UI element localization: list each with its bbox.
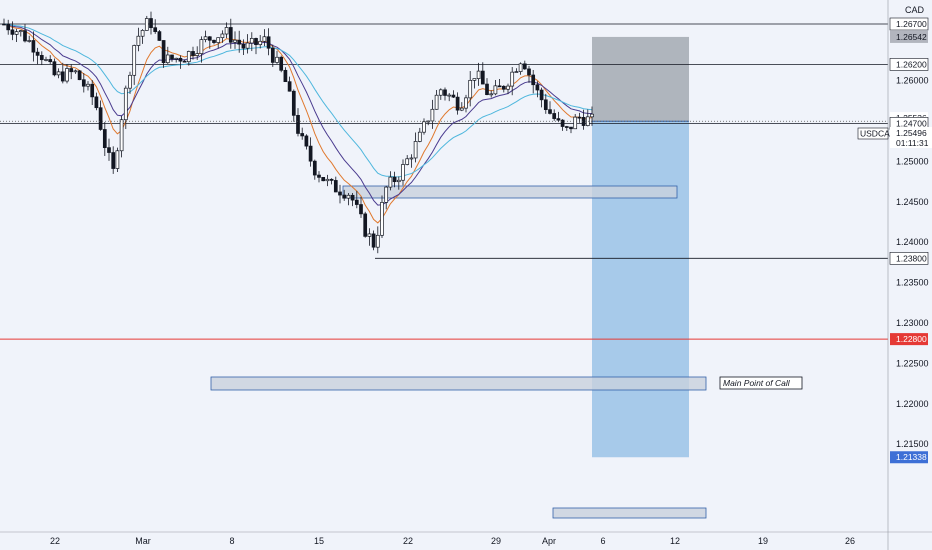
countdown-label: 01:11:31 [896, 138, 929, 148]
y-tick-4: 1.23500 [896, 278, 929, 288]
x-tick-8: 12 [670, 536, 680, 546]
level-tag-0: 1.26700 [889, 17, 929, 31]
target-zone[interactable] [592, 121, 689, 458]
x-tick-2: 8 [229, 536, 234, 546]
x-tick-4: 22 [403, 536, 413, 546]
y-tick-3: 1.24000 [896, 237, 929, 247]
level-label-7: 1.21338 [896, 452, 927, 462]
level-tag-5: 1.23800 [889, 252, 929, 265]
x-tick-7: 6 [600, 536, 605, 546]
currency-label: CAD [905, 5, 925, 15]
y-tick-2: 1.24500 [896, 197, 929, 207]
x-tick-3: 15 [314, 536, 324, 546]
support-zone-box[interactable] [342, 185, 678, 199]
level-tag-7: 1.21338 [890, 451, 928, 464]
level-label-5: 1.23800 [896, 253, 927, 263]
current-price-tag: USDCAD 1.25496 01:11:31 [857, 127, 932, 148]
level-label-1: 1.26542 [896, 32, 927, 42]
level-label-2: 1.26200 [896, 59, 927, 69]
x-tick-6: Apr [542, 536, 556, 546]
x-tick-10: 26 [845, 536, 855, 546]
y-tick-0: 1.26000 [896, 76, 929, 86]
level-label-4: 1.24700 [896, 118, 927, 128]
x-tick-0: 22 [50, 536, 60, 546]
level-label-6: 1.22800 [896, 334, 927, 344]
price-axis[interactable]: CAD 1.26000 1.25000 1.24500 1.24000 1.23500 1… [857, 0, 932, 550]
x-tick-9: 19 [758, 536, 768, 546]
stop-loss-zone[interactable] [592, 36, 689, 122]
level-label-0: 1.26700 [896, 19, 927, 29]
main-call-zone-box[interactable] [210, 376, 707, 391]
y-tick-1: 1.25000 [896, 156, 929, 166]
main-point-annotation[interactable]: Main Point of Call [719, 376, 803, 390]
level-tag-6: 1.22800 [890, 333, 928, 346]
time-axis[interactable]: 22 Mar 8 15 22 29 Apr 6 12 19 26 [0, 531, 932, 546]
symbol-label: USDCAD [860, 129, 896, 139]
level-tag-1: 1.26542 [890, 30, 928, 43]
y-tick-5: 1.23000 [896, 318, 929, 328]
target-zone-box[interactable] [552, 507, 707, 519]
y-tick-6: 1.22500 [896, 358, 929, 368]
position-tool[interactable] [592, 36, 689, 458]
x-tick-1: Mar [135, 536, 151, 546]
annotation-text: Main Point of Call [723, 378, 791, 388]
level-tag-2: 1.26200 [889, 58, 929, 71]
y-tick-7: 1.22000 [896, 399, 929, 409]
current-price-label: 1.25496 [896, 128, 927, 138]
x-tick-5: 29 [491, 536, 501, 546]
y-tick-8: 1.21500 [896, 439, 929, 449]
